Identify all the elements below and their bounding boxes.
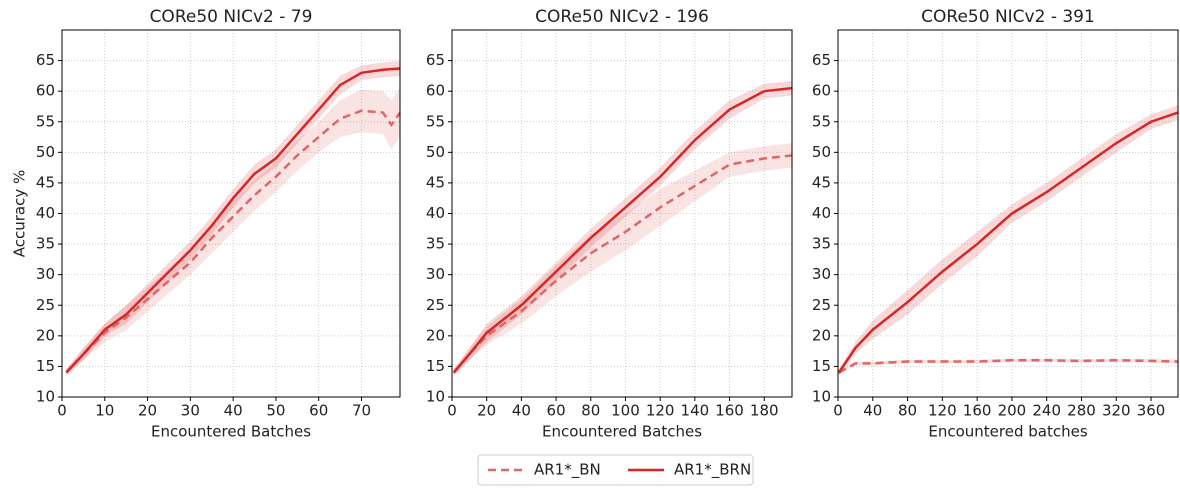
x-tick-label: 200 [998, 402, 1027, 420]
x-tick-label: 10 [95, 402, 114, 420]
x-tick-label: 20 [138, 402, 157, 420]
x-tick-label: 280 [1067, 402, 1096, 420]
y-tick-label: 35 [426, 235, 445, 253]
spread-band [838, 358, 1178, 375]
spread-band [66, 88, 401, 376]
x-tick-label: 60 [309, 402, 328, 420]
x-axis-label: Encountered Batches [542, 423, 702, 441]
x-tick-label: 70 [352, 402, 371, 420]
y-tick-label: 60 [36, 82, 55, 100]
x-tick-label: 100 [611, 402, 640, 420]
y-tick-label: 55 [426, 112, 445, 130]
y-tick-label: 15 [426, 357, 445, 375]
y-tick-label: 10 [36, 388, 55, 406]
y-tick-label: 50 [426, 143, 445, 161]
y-tick-label: 20 [426, 326, 445, 344]
series-line [452, 86, 793, 374]
spread-band [66, 61, 401, 376]
series-line [838, 359, 1179, 374]
chart-title: CORe50 NICv2 - 391 [921, 7, 1095, 27]
y-tick-label: 40 [36, 204, 55, 222]
y-tick-label: 50 [36, 143, 55, 161]
y-tick-label: 55 [36, 112, 55, 130]
y-tick-label: 60 [426, 82, 445, 100]
y-tick-label: 20 [36, 326, 55, 344]
y-tick-label: 10 [426, 388, 445, 406]
y-tick-label: 25 [812, 296, 831, 314]
x-tick-label: 60 [547, 402, 566, 420]
y-axis-label: Accuracy % [11, 170, 29, 258]
x-axis-label: Encountered Batches [151, 423, 311, 441]
x-tick-label: 0 [833, 402, 843, 420]
y-tick-label: 40 [426, 204, 445, 222]
y-tick-label: 15 [812, 357, 831, 375]
y-tick-label: 65 [426, 51, 445, 69]
y-tick-label: 25 [36, 296, 55, 314]
x-tick-label: 160 [963, 402, 992, 420]
x-tick-label: 360 [1137, 402, 1166, 420]
legend-label: AR1*_BN [534, 461, 601, 480]
legend-label: AR1*_BRN [674, 461, 751, 480]
x-tick-label: 320 [1102, 402, 1131, 420]
y-tick-label: 40 [812, 204, 831, 222]
x-tick-label: 30 [181, 402, 200, 420]
x-tick-label: 120 [928, 402, 957, 420]
y-tick-label: 35 [36, 235, 55, 253]
chart-title: CORe50 NICv2 - 79 [150, 7, 313, 27]
x-tick-label: 120 [646, 402, 675, 420]
y-tick-label: 20 [812, 326, 831, 344]
y-tick-label: 65 [812, 51, 831, 69]
x-tick-label: 40 [512, 402, 531, 420]
y-tick-label: 45 [36, 173, 55, 191]
plot-frame [837, 29, 1179, 398]
y-tick-label: 30 [812, 265, 831, 283]
y-tick-label: 10 [812, 388, 831, 406]
x-tick-label: 160 [715, 402, 744, 420]
legend-box [477, 454, 754, 486]
x-tick-label: 80 [898, 402, 917, 420]
spread-band [453, 143, 792, 376]
y-tick-label: 55 [812, 112, 831, 130]
x-tick-label: 0 [447, 402, 457, 420]
series-line [65, 67, 401, 374]
series-line [452, 154, 793, 374]
x-tick-label: 140 [681, 402, 710, 420]
series-line [837, 111, 1179, 374]
y-tick-label: 45 [426, 173, 445, 191]
y-tick-label: 15 [36, 357, 55, 375]
plot-frame [451, 29, 793, 398]
plot-frame [61, 29, 401, 398]
y-tick-label: 60 [812, 82, 831, 100]
y-tick-label: 45 [812, 173, 831, 191]
x-tick-label: 180 [750, 402, 779, 420]
y-tick-label: 30 [36, 265, 55, 283]
y-tick-label: 35 [812, 235, 831, 253]
x-tick-label: 240 [1032, 402, 1061, 420]
x-axis-label: Encountered batches [928, 423, 1087, 441]
x-tick-label: 0 [57, 402, 67, 420]
spread-band [838, 105, 1178, 376]
y-tick-label: 50 [812, 143, 831, 161]
x-tick-label: 80 [581, 402, 600, 420]
x-tick-label: 40 [224, 402, 243, 420]
y-tick-label: 30 [426, 265, 445, 283]
x-tick-label: 20 [477, 402, 496, 420]
x-tick-label: 40 [863, 402, 882, 420]
x-tick-label: 50 [266, 402, 285, 420]
y-tick-label: 25 [426, 296, 445, 314]
chart-title: CORe50 NICv2 - 196 [535, 7, 709, 27]
y-tick-label: 65 [36, 51, 55, 69]
